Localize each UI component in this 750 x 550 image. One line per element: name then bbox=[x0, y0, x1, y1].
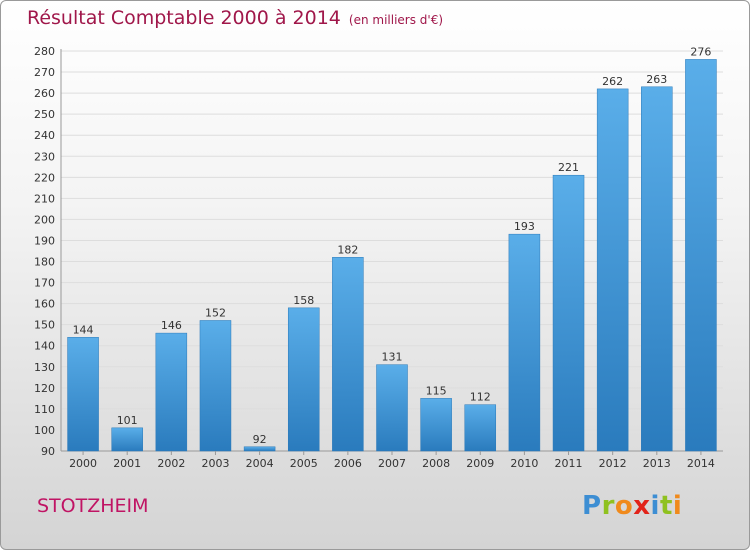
y-tick-label: 280 bbox=[34, 45, 55, 58]
bars bbox=[67, 59, 717, 452]
x-tick-label-2005: 2005 bbox=[290, 457, 318, 470]
logo-letter: o bbox=[614, 491, 634, 521]
data-labels: 144 101 146 152 92 158 182 131 115 112 193 221 262 26… bbox=[73, 45, 712, 445]
bar-2006 bbox=[332, 257, 364, 452]
data-label-2007: 131 bbox=[382, 351, 403, 364]
logo-letter: x bbox=[633, 491, 651, 521]
data-label-2003: 152 bbox=[205, 306, 226, 319]
x-tick-label-2009: 2009 bbox=[466, 457, 494, 470]
bar-2009 bbox=[464, 404, 497, 452]
y-tick-label: 230 bbox=[34, 150, 55, 163]
x-tick-label-2003: 2003 bbox=[201, 457, 229, 470]
bar-2004 bbox=[243, 446, 276, 452]
chart-subtitle: (en milliers d'€) bbox=[348, 13, 444, 27]
data-label-2010: 193 bbox=[514, 220, 535, 233]
bar-2007 bbox=[376, 364, 408, 452]
bar-2012 bbox=[596, 88, 629, 452]
y-tick-label: 160 bbox=[34, 298, 55, 311]
x-tick-label-2004: 2004 bbox=[246, 457, 274, 470]
bar-2014 bbox=[685, 59, 717, 452]
y-tick-label: 130 bbox=[34, 361, 55, 374]
proxiti-logo: Proxiti bbox=[582, 491, 682, 521]
x-tick-label-2006: 2006 bbox=[334, 457, 362, 470]
x-tick-label-2001: 2001 bbox=[113, 457, 141, 470]
logo-letter: P bbox=[582, 491, 602, 521]
bar-2005 bbox=[287, 307, 320, 452]
x-tick-label-2012: 2012 bbox=[599, 457, 627, 470]
y-tick-label: 210 bbox=[34, 192, 55, 205]
bar-2001 bbox=[111, 427, 143, 452]
x-axis: 2000 2001 2002 2003 2004 2005 2006 2007 2008 2009… bbox=[69, 451, 715, 470]
data-label-2009: 112 bbox=[470, 391, 491, 404]
data-label-2012: 262 bbox=[602, 75, 623, 88]
y-tick-label: 240 bbox=[34, 129, 55, 142]
y-tick-label: 120 bbox=[34, 382, 55, 395]
data-label-2011: 221 bbox=[558, 161, 579, 174]
y-tick-label: 220 bbox=[34, 171, 55, 184]
data-label-2001: 101 bbox=[117, 414, 138, 427]
x-tick-label-2011: 2011 bbox=[555, 457, 583, 470]
y-tick-label: 140 bbox=[34, 340, 55, 353]
y-tick-label: 250 bbox=[34, 108, 55, 121]
logo-letter: i bbox=[650, 491, 660, 521]
logo-letter: i bbox=[672, 491, 683, 521]
data-label-2004: 92 bbox=[253, 433, 267, 446]
y-tick-label: 180 bbox=[34, 256, 55, 269]
data-label-2006: 182 bbox=[337, 243, 358, 256]
bar-2002 bbox=[155, 332, 188, 452]
title-text: Résultat Comptable 2000 à 2014 bbox=[27, 7, 341, 29]
y-tick-label: 110 bbox=[34, 403, 55, 416]
bar-2010 bbox=[508, 233, 541, 452]
logo-letter: t bbox=[659, 491, 673, 521]
y-tick-label: 200 bbox=[34, 213, 55, 226]
data-label-2008: 115 bbox=[426, 384, 447, 397]
y-tick-label: 270 bbox=[34, 66, 55, 79]
y-tick-label: 260 bbox=[34, 87, 55, 100]
data-label-2000: 144 bbox=[73, 323, 94, 336]
y-tick-label: 100 bbox=[34, 424, 55, 437]
bar-2008 bbox=[420, 398, 452, 452]
logo-letter: r bbox=[601, 491, 615, 521]
bar-2000 bbox=[67, 337, 99, 452]
data-label-2014: 276 bbox=[690, 45, 711, 58]
chart-title: Résultat Comptable 2000 à 2014 (en millie… bbox=[27, 7, 443, 29]
bar-2013 bbox=[641, 86, 673, 452]
bar-2003 bbox=[199, 320, 232, 452]
y-tick-label: 150 bbox=[34, 319, 55, 332]
data-label-2002: 146 bbox=[161, 319, 182, 332]
x-tick-label-2002: 2002 bbox=[157, 457, 185, 470]
x-tick-label-2014: 2014 bbox=[687, 457, 715, 470]
data-label-2013: 263 bbox=[646, 73, 667, 86]
commune-name: STOTZHEIM bbox=[37, 495, 149, 517]
x-tick-label-2000: 2000 bbox=[69, 457, 97, 470]
data-label-2005: 158 bbox=[293, 294, 314, 307]
y-tick-label: 90 bbox=[41, 445, 55, 458]
bar-2011 bbox=[552, 174, 585, 452]
y-tick-label: 190 bbox=[34, 234, 55, 247]
y-axis: 90 100 110 120 130 140 150 160 170 180 190 200 210 22… bbox=[34, 45, 723, 458]
x-tick-label-2010: 2010 bbox=[510, 457, 538, 470]
x-tick-label-2008: 2008 bbox=[422, 457, 450, 470]
x-tick-label-2013: 2013 bbox=[643, 457, 671, 470]
y-tick-label: 170 bbox=[34, 277, 55, 290]
x-tick-label-2007: 2007 bbox=[378, 457, 406, 470]
